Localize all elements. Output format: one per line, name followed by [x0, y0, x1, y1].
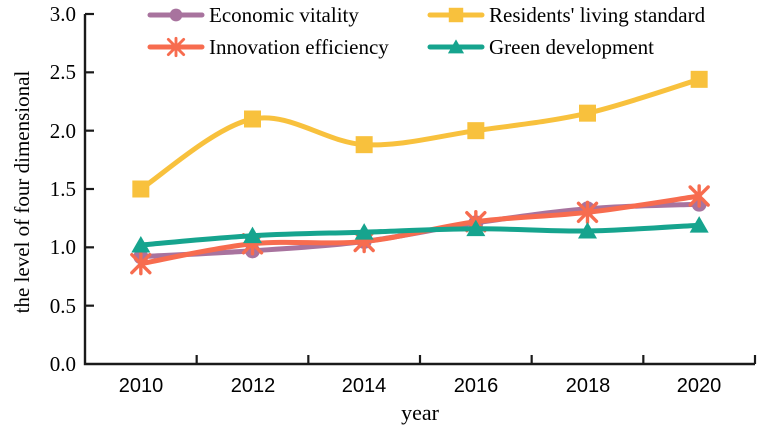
y-tick-label: 0.5 — [49, 294, 76, 318]
x-axis-title: year — [401, 400, 439, 425]
series-triangle — [131, 216, 709, 253]
legend-item-economic-vitality: Economic vitality — [147, 2, 359, 28]
legend-label: Innovation efficiency — [209, 35, 389, 59]
circle-marker-icon — [147, 8, 205, 22]
axes — [83, 12, 757, 366]
y-tick-label: 2.0 — [49, 119, 76, 143]
y-tick-label: 3.0 — [49, 2, 76, 26]
legend-item-innovation-efficiency: Innovation efficiency — [147, 34, 389, 60]
legend-label: Economic vitality — [209, 3, 359, 27]
x-tick-label: 2018 — [565, 375, 611, 397]
x-tick-label: 2014 — [341, 375, 387, 397]
legend-label: Green development — [489, 35, 655, 59]
x-tick-label: 2012 — [230, 375, 276, 397]
legend-item-residents-living-standard: Residents' living standard — [427, 2, 705, 28]
x-tick-label: 2010 — [118, 375, 164, 397]
y-tick-label: 0.0 — [49, 352, 76, 376]
legend-label: Residents' living standard — [489, 3, 706, 27]
y-tick-label: 2.5 — [49, 60, 76, 84]
legend-item-green-development: Green development — [427, 34, 654, 60]
y-tick-label: 1.5 — [49, 177, 76, 201]
series-square — [132, 70, 708, 198]
x-tick-label: 2020 — [676, 375, 722, 397]
triangle-marker-icon — [427, 39, 485, 54]
x-marker-icon — [147, 36, 205, 58]
y-tick-label: 1.0 — [49, 235, 76, 259]
x-tick-label: 2016 — [453, 375, 499, 397]
square-marker-icon — [427, 7, 485, 23]
